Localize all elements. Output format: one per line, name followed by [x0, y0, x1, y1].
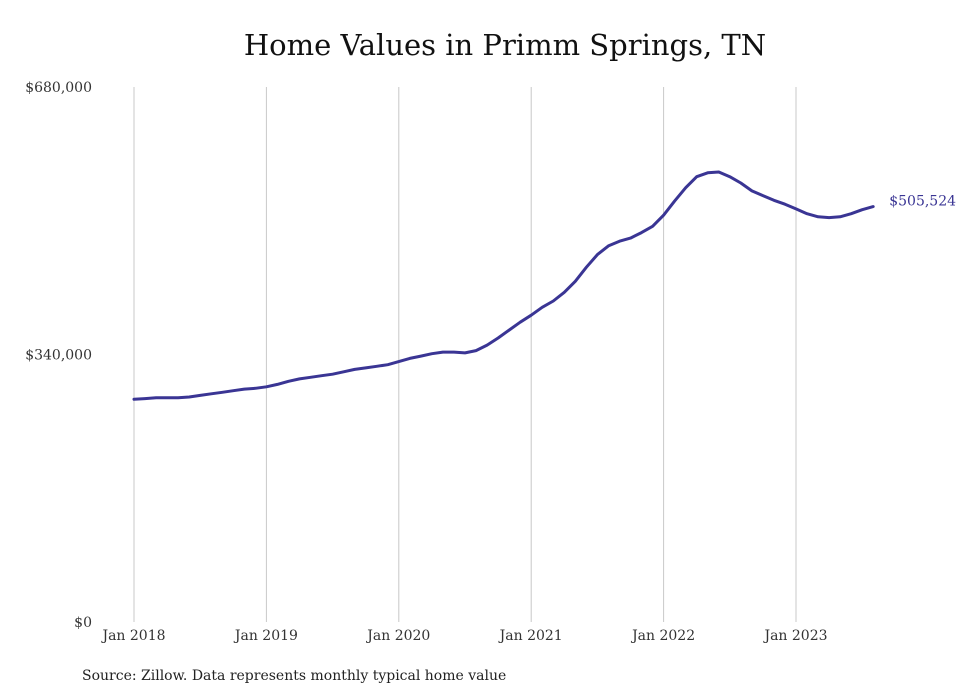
x-tick-label: Jan 2019 — [233, 628, 298, 644]
chart-title: Home Values in Primm Springs, TN — [243, 28, 767, 62]
gridlines — [133, 87, 797, 622]
y-tick-label: $0 — [74, 615, 92, 631]
source-note: Source: Zillow. Data represents monthly … — [82, 668, 507, 684]
series-line-0 — [132, 170, 875, 401]
x-tick-label: Jan 2023 — [762, 628, 827, 644]
x-tick-label: Jan 2022 — [630, 628, 695, 644]
y-tick-label: $340,000 — [25, 348, 92, 364]
data-labels: $505,524 — [889, 194, 956, 210]
x-tick-label: Jan 2018 — [100, 628, 165, 644]
x-tick-label: Jan 2021 — [498, 628, 563, 644]
x-axis-tick-labels: Jan 2018 Jan 2019 Jan 2020 Jan 2021 Jan 2022… — [100, 628, 827, 644]
x-tick-label: Jan 2020 — [365, 628, 430, 644]
end-value-label: $505,524 — [889, 194, 956, 210]
y-axis-tick-labels: $0 $340,000 $680,000 — [25, 80, 92, 631]
series-layer — [132, 170, 875, 401]
y-tick-label: $680,000 — [25, 80, 92, 96]
